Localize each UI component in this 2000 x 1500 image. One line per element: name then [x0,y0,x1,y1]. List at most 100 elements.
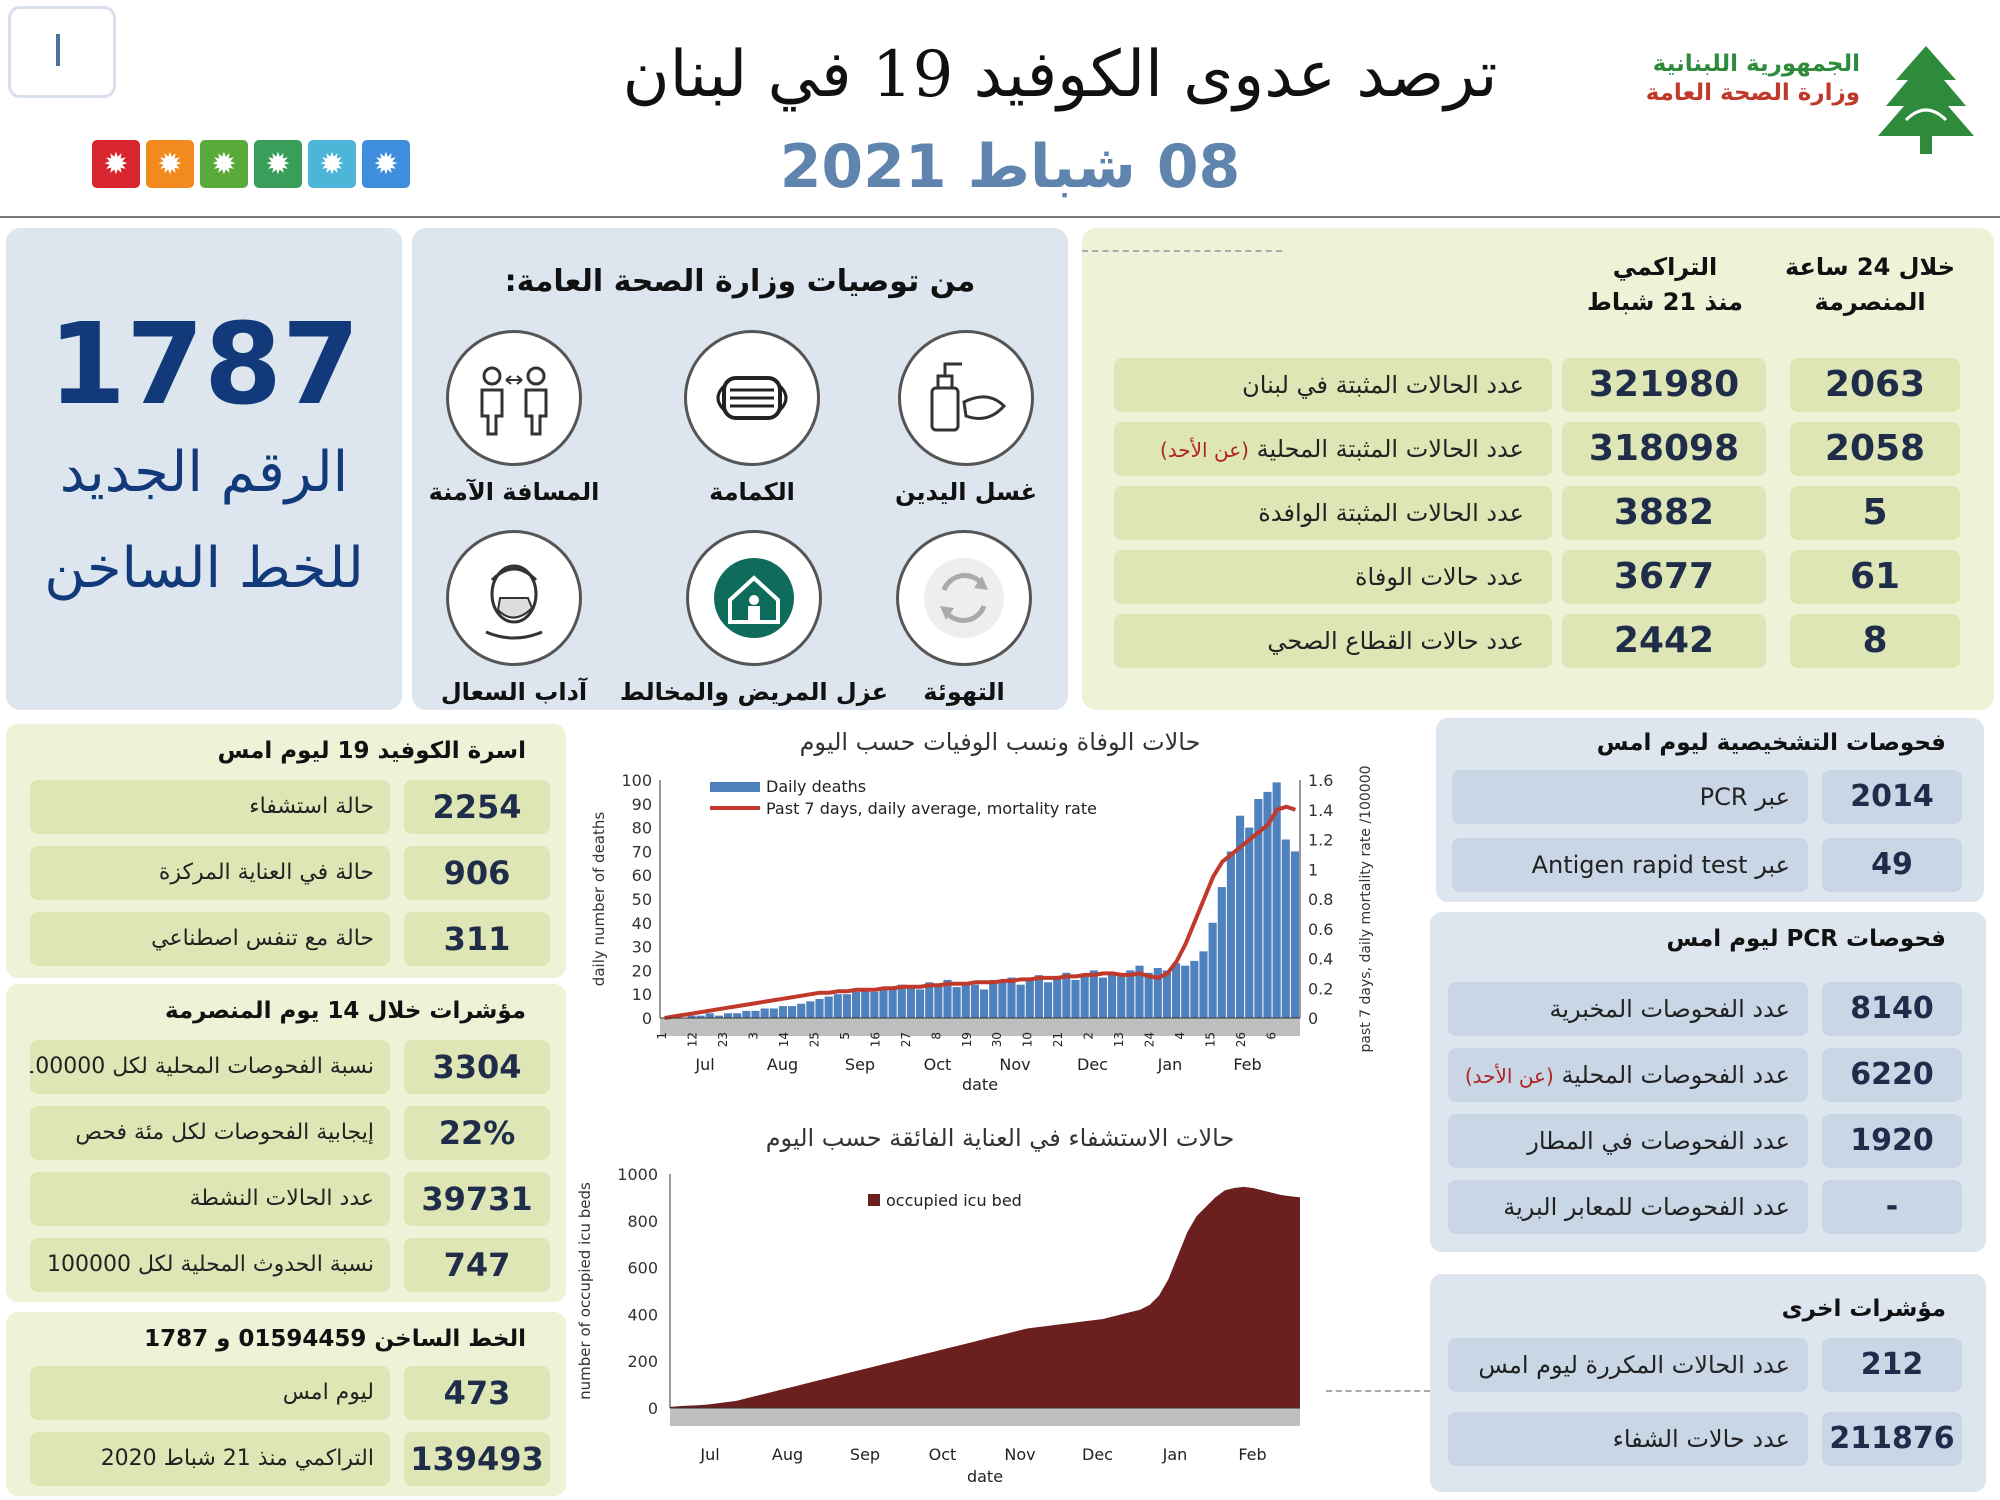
pcr-row-value: 6220 [1822,1048,1962,1102]
hotline-row-value: 473 [404,1366,550,1420]
other-row-value: 211876 [1822,1412,1962,1466]
stats-row-label-text: عدد الحالات المثبتة الوافدة [1258,499,1524,527]
rec-label-cough: آداب السعال [440,678,588,706]
death-bar [705,1013,714,1018]
death-bar [1098,977,1107,1018]
stats-row-label: عدد الحالات المثبتة الوافدة [1114,486,1552,540]
death-bar [1062,972,1071,1018]
y-tick-label: 600 [627,1259,658,1278]
ministry-symbol-icon: ✹ [146,140,194,188]
distance-icon [446,330,582,466]
y-tick-label: 100 [621,771,652,790]
death-bar [1153,968,1162,1018]
stats-row-24h: 5 [1790,486,1960,540]
report-date: 08 شباط 2021 [779,132,1241,202]
month-label: Jul [699,1445,719,1464]
death-bar [833,994,842,1018]
month-label: Aug [767,1055,798,1074]
month-label: Aug [772,1445,803,1464]
column-header-24h: خلال 24 ساعة المنصرمة [1770,250,1970,320]
y-tick-label: 50 [632,890,652,909]
death-bar [870,991,879,1018]
death-bar [1263,791,1272,1018]
death-bar [788,1006,797,1018]
ministry-symbol-icon: ✹ [200,140,248,188]
beds-title: اسرة الكوفيد 19 ليوم امس [217,738,526,764]
rec-label-distance: المسافة الآمنة [428,478,600,506]
beds-row-value: 311 [404,912,550,966]
day-tick-label: 4 [1173,1032,1187,1040]
month-label: Oct [924,1055,952,1074]
pcr-row-value: - [1822,1180,1962,1234]
death-bar [824,996,833,1018]
indicator-row-label: نسبة الحدوث المحلية لكل 100000 [30,1238,390,1292]
indicator-row-label: عدد الحالات النشطة [30,1172,390,1226]
day-tick-label: 10 [1021,1032,1035,1047]
pcr-title: فحوصات PCR ليوم امس [1666,926,1946,952]
rec-label-isolation: عزل المريض والمخالط [619,678,889,706]
dashed-divider [1326,1390,1430,1392]
cedar-logo-icon [1878,46,1974,154]
day-tick-label: 26 [1234,1032,1248,1047]
death-bar [1108,972,1117,1018]
dashed-divider [1082,250,1282,252]
death-bar [1053,977,1062,1018]
ministry-line2: وزارة الصحة العامة [1645,79,1860,106]
month-label: Feb [1233,1055,1261,1074]
y2-tick-label: 1.2 [1308,831,1333,850]
death-bar [952,987,961,1018]
death-bar [943,979,952,1018]
day-tick-label: 14 [777,1032,791,1047]
month-label: Jan [1162,1445,1188,1464]
death-bar [961,982,970,1018]
x-axis-label: date [962,1075,998,1094]
stats-row-cumulative: 318098 [1562,422,1766,476]
death-bar [769,1008,778,1018]
indicator-row-value: 747 [404,1238,550,1292]
other-row-value: 212 [1822,1338,1962,1392]
hotline-caption-line2: للخط الساخن [44,536,364,601]
other-row-label: عدد الحالات المكررة ليوم امس [1448,1338,1808,1392]
rec-label-hand-wash: غسل اليدين [894,478,1038,506]
column-header-cumulative-line1: التراكمي [1612,253,1718,281]
death-bar [696,1015,705,1018]
month-label: Jul [694,1055,714,1074]
death-bar [760,1008,769,1018]
day-tick-strip [660,1018,1300,1036]
death-bar [1217,887,1226,1018]
indicator-row-value: 22% [404,1106,550,1160]
indicators-title: مؤشرات خلال 14 يوم المنصرمة [164,998,526,1024]
ventilation-icon [896,530,1032,666]
death-bar [888,989,897,1018]
day-tick-label: 12 [685,1032,699,1047]
beds-row-value: 906 [404,846,550,900]
deaths-chart-title: حالات الوفاة ونسب الوفيات حسب اليوم [799,728,1201,756]
stats-row-label: عدد حالات القطاع الصحي [1114,614,1552,668]
stats-row-cumulative: 2442 [1562,614,1766,668]
death-bar [852,991,861,1018]
icu-chart-title: حالات الاستشفاء في العناية الفائقة حسب ا… [765,1124,1235,1152]
y-tick-label: 200 [627,1352,658,1371]
death-bar [742,1010,751,1018]
death-bar [1126,970,1135,1018]
indicator-row-label: إيجابية الفحوصات لكل مئة فحص [30,1106,390,1160]
day-tick-label: 24 [1143,1032,1157,1047]
month-label: Nov [999,1055,1030,1074]
recommendations-title: من توصيات وزارة الصحة العامة: [504,264,976,299]
y-tick-label: 800 [627,1212,658,1231]
death-bar [879,987,888,1018]
ministry-symbol-icon: ✹ [362,140,410,188]
day-tick-label: 19 [960,1032,974,1047]
pcr-row-label: عدد الفحوصات للمعابر البرية [1448,1180,1808,1234]
stats-row-cumulative: 321980 [1562,358,1766,412]
stats-row-label: عدد الحالات المثبتة في لبنان [1114,358,1552,412]
stats-row-label-text: عدد حالات القطاع الصحي [1267,627,1524,655]
death-bar [1016,984,1025,1018]
y-tick-label: 10 [632,985,652,1004]
stats-row-24h: 2063 [1790,358,1960,412]
column-header-24h-line1: خلال 24 ساعة [1784,253,1956,281]
day-tick-label: 16 [868,1032,882,1047]
death-bar [1172,963,1181,1018]
mask-icon [684,330,820,466]
ministry-name: الجمهورية اللبنانية وزارة الصحة العامة [1560,50,1860,108]
